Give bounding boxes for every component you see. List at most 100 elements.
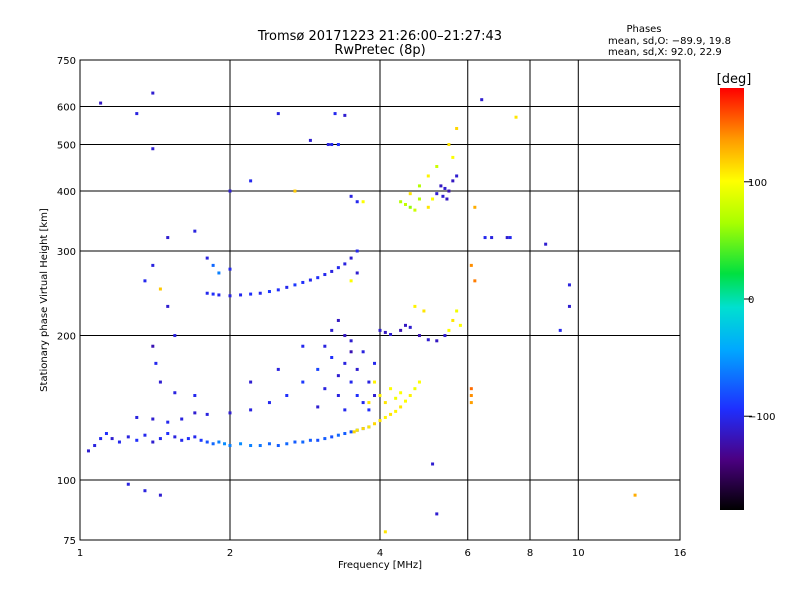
data-point [151, 344, 155, 348]
data-point [349, 380, 353, 384]
data-point [445, 197, 449, 201]
data-point [417, 380, 421, 384]
data-point [99, 437, 103, 441]
data-point [567, 283, 571, 287]
data-point [343, 361, 347, 365]
data-point [447, 328, 451, 332]
data-point [373, 380, 377, 384]
data-point [490, 236, 494, 240]
data-point [135, 112, 139, 116]
data-point [217, 271, 221, 275]
data-point [426, 205, 430, 209]
data-point [394, 409, 398, 413]
data-point [323, 344, 327, 348]
data-point [483, 236, 487, 240]
colorbar-ticks: 100 0 −100 [744, 178, 775, 423]
data-point [239, 442, 243, 446]
grid-lines [79, 59, 681, 541]
data-point [469, 387, 473, 391]
data-point [349, 350, 353, 354]
data-point [173, 334, 177, 338]
y-tick-label: 600 [57, 103, 76, 114]
data-point [193, 411, 197, 415]
plot-frame [79, 59, 681, 541]
data-point [383, 415, 387, 419]
x-tick-label: 4 [377, 548, 383, 559]
data-point [186, 437, 190, 441]
data-point [378, 394, 382, 398]
data-point [408, 192, 412, 196]
data-point [316, 405, 320, 409]
data-point [228, 189, 232, 193]
data-point [205, 412, 209, 416]
y-tick-label: 750 [57, 56, 76, 67]
data-point [383, 330, 387, 334]
data-point [480, 98, 484, 102]
data-point [308, 138, 312, 142]
data-point [473, 279, 477, 283]
data-point [293, 440, 297, 444]
data-point [367, 401, 371, 405]
data-point [399, 391, 403, 395]
data-point [316, 367, 320, 371]
data-point [349, 256, 353, 260]
x-tick-label: 1 [77, 548, 83, 559]
x-tick-label: 6 [465, 548, 471, 559]
data-point [458, 323, 462, 327]
data-points [86, 91, 637, 534]
data-point [355, 394, 359, 398]
data-point [158, 380, 162, 384]
data-point [435, 164, 439, 168]
data-point [361, 427, 365, 431]
data-point [323, 437, 327, 441]
data-point [343, 432, 347, 436]
data-point [633, 493, 637, 497]
data-point [355, 249, 359, 253]
data-point [355, 200, 359, 204]
data-point [343, 262, 347, 266]
data-point [399, 328, 403, 332]
y-tick-labels: 75 100 200 300 400 500 600 750 [57, 56, 76, 547]
data-point [378, 419, 382, 423]
x-tick-label: 2 [227, 548, 233, 559]
data-point [323, 387, 327, 391]
data-point [276, 367, 280, 371]
x-tick-label: 10 [572, 548, 585, 559]
data-point [211, 442, 215, 446]
data-point [135, 415, 139, 419]
data-point [330, 435, 334, 439]
chart-subtitle: RwPretec (8p) [334, 43, 425, 58]
data-point [223, 442, 227, 446]
data-point [308, 278, 312, 282]
data-point [158, 287, 162, 291]
data-point [316, 276, 320, 280]
data-point [367, 380, 371, 384]
data-point [469, 263, 473, 267]
data-point [104, 432, 108, 436]
data-point [349, 339, 353, 343]
data-point [455, 126, 459, 130]
data-point [211, 263, 215, 267]
data-point [435, 339, 439, 343]
stats-heading: Phases [626, 24, 661, 35]
data-point [455, 309, 459, 313]
data-point [143, 279, 147, 283]
data-point [151, 91, 155, 95]
data-point [426, 338, 430, 342]
colorbar-tick-label: −100 [748, 412, 775, 423]
data-point [469, 394, 473, 398]
data-point [301, 344, 305, 348]
data-point [349, 430, 353, 434]
data-point [367, 408, 371, 412]
data-point [217, 293, 221, 297]
data-point [431, 197, 435, 201]
data-point [394, 396, 398, 400]
data-point [403, 399, 407, 403]
data-point [447, 143, 451, 147]
data-point [126, 435, 130, 439]
data-point [151, 440, 155, 444]
data-point [330, 269, 334, 273]
data-point [151, 417, 155, 421]
data-point [330, 328, 334, 332]
